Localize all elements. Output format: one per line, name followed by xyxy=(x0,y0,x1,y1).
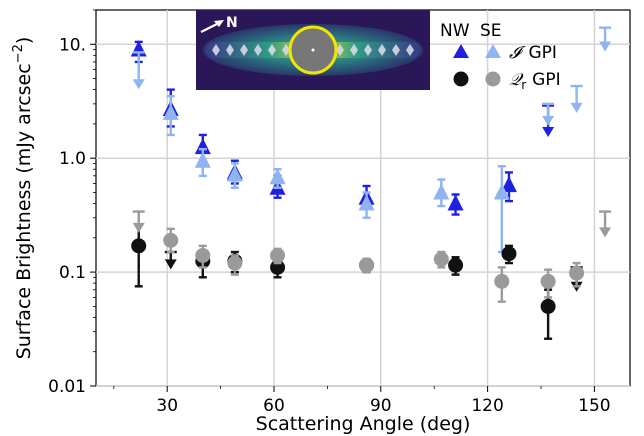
legend-label-intensity: 𝓘 GPI xyxy=(509,43,557,63)
x-tick-label: 60 xyxy=(263,396,285,416)
legend-circle-se-marker xyxy=(485,71,501,87)
y-axis-label-main: Surface Brightness (mJy arcsec xyxy=(13,63,35,359)
y-axis-label-exponent: −2 xyxy=(11,44,26,63)
upper-limit-arrow xyxy=(599,227,612,238)
upper-limit-arrow xyxy=(570,102,583,113)
circle-marker xyxy=(195,247,211,263)
data-series-group xyxy=(132,26,612,254)
x-tick-label: 150 xyxy=(578,396,610,416)
triangle-marker xyxy=(493,183,510,200)
x-axis-label: Scattering Angle (deg) xyxy=(256,413,471,435)
triangle-marker xyxy=(358,194,375,211)
circle-marker xyxy=(494,273,510,289)
triangle-marker xyxy=(226,165,243,182)
y-tick-label: 10. xyxy=(59,35,86,55)
circle-marker xyxy=(227,255,243,271)
y-tick-label: 0.01 xyxy=(48,377,86,397)
triangle-marker xyxy=(194,151,211,168)
x-tick-label: 90 xyxy=(370,396,392,416)
inset-diamond-marker xyxy=(336,44,344,56)
inset-diamond-marker xyxy=(226,44,234,56)
inset-diamond-marker xyxy=(364,44,372,56)
y-tick-label: 0.1 xyxy=(59,263,86,283)
legend-intensity-text: GPI xyxy=(529,43,557,63)
triangle-marker xyxy=(447,194,464,211)
x-tick-label: 120 xyxy=(471,396,503,416)
y-axis-label-close: ) xyxy=(13,37,35,44)
data-series xyxy=(130,26,612,340)
inset-compass-label: N xyxy=(226,15,238,31)
inset-diamond-marker xyxy=(392,44,400,56)
x-tick-label: 30 xyxy=(156,396,178,416)
legend-qr-text: GPI xyxy=(532,70,560,90)
legend-triangle-se-marker xyxy=(485,44,501,58)
inset-diamond-marker xyxy=(282,44,290,56)
triangle-marker xyxy=(162,103,179,120)
inset-diamond-marker xyxy=(350,44,358,56)
triangle-marker xyxy=(433,183,450,200)
inset-star-dot xyxy=(311,48,315,52)
legend-header-se: SE xyxy=(480,21,502,41)
circle-marker xyxy=(270,247,286,263)
inset-diamond-marker xyxy=(268,44,276,56)
circle-marker xyxy=(131,238,147,254)
inset-diamond-marker xyxy=(378,44,386,56)
triangle-marker xyxy=(500,176,517,193)
upper-limit-arrow xyxy=(164,259,177,270)
circle-marker xyxy=(540,298,556,314)
circle-marker xyxy=(163,232,179,248)
legend-label-qr: 𝒬r GPI xyxy=(509,70,561,92)
inset-diamond-marker xyxy=(212,44,220,56)
circle-marker xyxy=(540,273,556,289)
disk-image-inset: N xyxy=(196,10,430,90)
upper-limit-arrow xyxy=(542,126,555,137)
legend-triangle-nw-marker xyxy=(453,44,469,58)
inset-diamond-marker xyxy=(240,44,248,56)
circle-marker xyxy=(448,257,464,273)
triangle-marker xyxy=(269,168,286,185)
y-tick-label: 1.0 xyxy=(59,149,86,169)
north-arrowhead-icon xyxy=(214,20,224,27)
legend: NW SE 𝓘 GPI 𝒬r GPI xyxy=(440,21,561,92)
legend-circle-nw-marker xyxy=(453,71,469,87)
legend-qr-subscript: r xyxy=(521,78,526,92)
y-axis-label: Surface Brightness (mJy arcsec−2) xyxy=(11,37,35,360)
inset-diamond-marker xyxy=(406,44,414,56)
upper-limit-arrow xyxy=(132,79,145,90)
inset-diamond-marker xyxy=(254,44,262,56)
inset-diamond-markers xyxy=(212,44,414,56)
upper-limit-arrow xyxy=(599,41,612,52)
circle-marker xyxy=(359,257,375,273)
circle-marker xyxy=(569,265,585,281)
axes: 30 60 90 120 150 0.01 0.1 1.0 10. xyxy=(48,9,611,416)
upper-limit-arrow xyxy=(542,115,555,126)
data-series-group xyxy=(132,210,612,303)
legend-qr-symbol: 𝒬 xyxy=(509,70,524,90)
upper-limit-arrow xyxy=(132,222,145,233)
circle-marker xyxy=(433,251,449,267)
legend-header-nw: NW xyxy=(440,21,470,41)
circle-marker xyxy=(501,246,517,262)
